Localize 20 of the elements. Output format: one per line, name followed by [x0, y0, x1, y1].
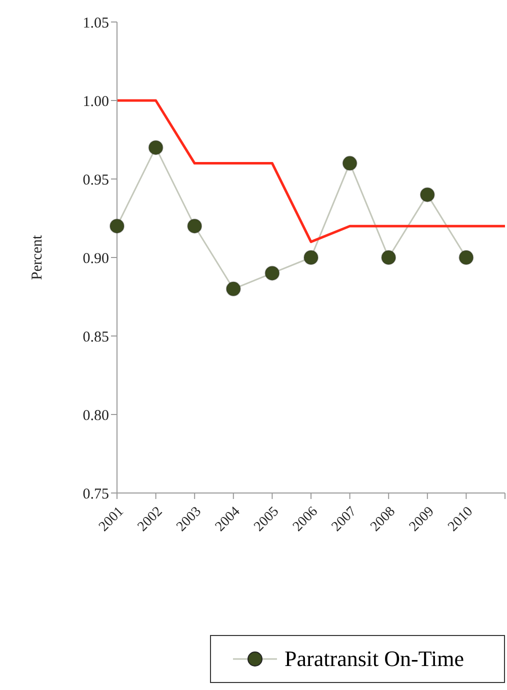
point	[420, 187, 435, 202]
y-tick-label: 0.75	[82, 486, 109, 502]
point	[187, 218, 202, 234]
point	[381, 250, 396, 265]
point	[264, 266, 280, 281]
y-tick-label: 0.90	[82, 250, 109, 267]
y-tick-label: 0.85	[82, 329, 109, 346]
legend-label: Paratransit On-Time	[284, 646, 464, 672]
y-tick-label: 1.00	[82, 94, 109, 110]
y-tick-label: 1.05	[82, 15, 109, 32]
point	[304, 250, 318, 265]
y-tick-label: 0.95	[82, 172, 109, 188]
line-series	[116, 99, 506, 244]
point	[110, 218, 124, 234]
point	[226, 281, 241, 296]
point	[342, 156, 358, 171]
y-axis-title: Percent	[29, 234, 46, 280]
point	[148, 140, 164, 156]
point	[458, 250, 474, 265]
y-tick-label: 0.80	[82, 408, 109, 424]
